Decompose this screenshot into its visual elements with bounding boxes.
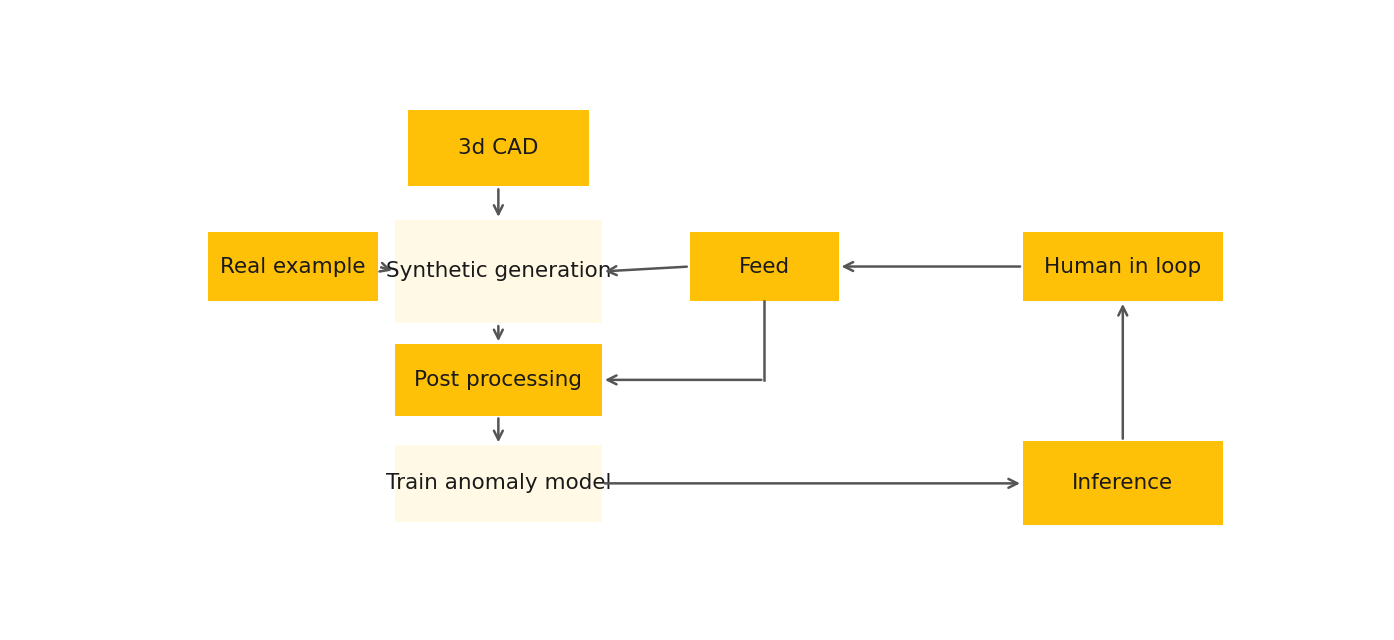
FancyBboxPatch shape — [1023, 442, 1223, 525]
Text: Synthetic generation: Synthetic generation — [386, 262, 611, 282]
Text: Real example: Real example — [220, 257, 365, 276]
Text: Post processing: Post processing — [414, 370, 583, 390]
FancyBboxPatch shape — [407, 110, 590, 186]
FancyBboxPatch shape — [690, 232, 839, 301]
FancyBboxPatch shape — [1023, 232, 1223, 301]
Text: 3d CAD: 3d CAD — [459, 138, 538, 158]
Text: Train anomaly model: Train anomaly model — [386, 474, 611, 493]
FancyBboxPatch shape — [395, 445, 602, 522]
FancyBboxPatch shape — [208, 232, 378, 301]
FancyBboxPatch shape — [395, 220, 602, 323]
Text: Inference: Inference — [1072, 474, 1174, 493]
Text: Human in loop: Human in loop — [1044, 257, 1202, 276]
FancyBboxPatch shape — [395, 344, 602, 415]
Text: Feed: Feed — [739, 257, 789, 276]
